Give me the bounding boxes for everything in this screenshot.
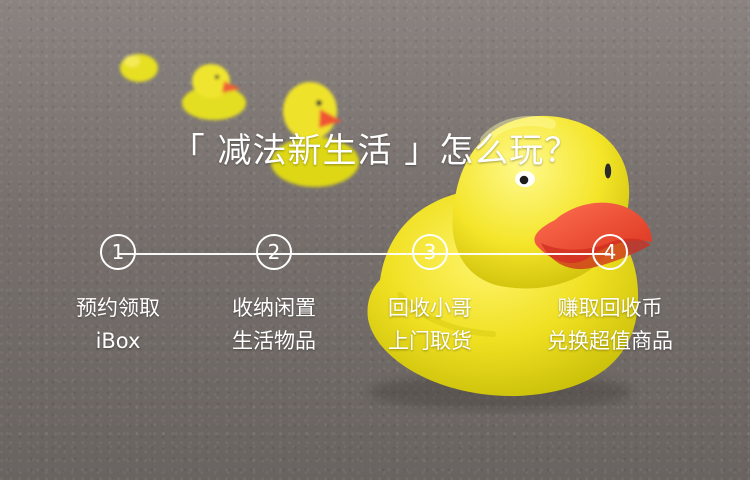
step-1-number: 1 <box>111 240 125 264</box>
step-4: 4 赚取回收币 兑换超值商品 <box>535 234 685 358</box>
step-4-line-2: 兑换超值商品 <box>547 329 673 353</box>
middle-small-duck <box>182 64 246 120</box>
step-2-number: 2 <box>267 240 281 264</box>
step-2: 2 收纳闲置 生活物品 <box>199 234 349 358</box>
step-3-line-1: 回收小哥 <box>388 296 472 320</box>
step-3-label: 回收小哥 上门取货 <box>355 292 505 358</box>
step-4-number: 4 <box>603 240 617 264</box>
step-1-line-1: 预约领取 <box>76 296 160 320</box>
step-4-number-circle: 4 <box>592 234 628 270</box>
step-2-line-1: 收纳闲置 <box>232 296 316 320</box>
step-1-line-2: iBox <box>95 329 141 353</box>
step-2-label: 收纳闲置 生活物品 <box>199 292 349 358</box>
step-1: 1 预约领取 iBox <box>43 234 193 358</box>
step-1-label: 预约领取 iBox <box>43 292 193 358</box>
step-2-line-2: 生活物品 <box>232 329 316 353</box>
step-3-line-2: 上门取货 <box>388 329 472 353</box>
steps-connector-line <box>118 253 610 255</box>
step-2-number-circle: 2 <box>256 234 292 270</box>
far-small-duck <box>120 54 158 82</box>
step-4-label: 赚取回收币 兑换超值商品 <box>535 292 685 358</box>
step-3: 3 回收小哥 上门取货 <box>355 234 505 358</box>
step-3-number: 3 <box>423 240 437 264</box>
step-1-number-circle: 1 <box>100 234 136 270</box>
page-title: 「 减法新生活 」怎么玩？ <box>170 131 580 171</box>
step-4-line-1: 赚取回收币 <box>557 296 663 320</box>
middle-duck <box>271 82 359 187</box>
step-3-number-circle: 3 <box>412 234 448 270</box>
